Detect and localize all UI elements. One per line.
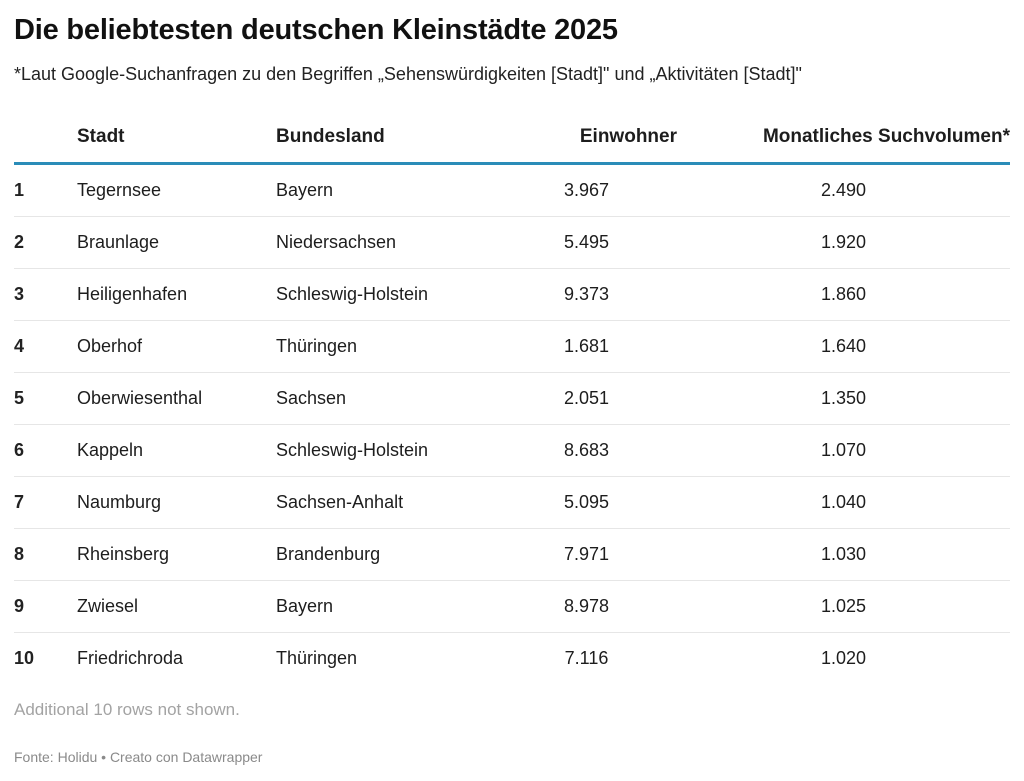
cell-stadt: Braunlage <box>77 216 276 269</box>
column-header-stadt[interactable]: Stadt <box>77 112 276 165</box>
table-row: 10 Friedrichroda Thüringen 7.116 1.020 <box>14 633 1010 685</box>
cell-suchvolumen: 1.350 <box>677 372 1010 425</box>
cell-bundesland: Thüringen <box>276 648 358 668</box>
cell-bundesland: Schleswig-Holstein <box>276 424 496 477</box>
cell-suchvolumen: 1.030 <box>677 528 1010 581</box>
table-row: 8 Rheinsberg Brandenburg 7.971 1.030 <box>14 528 1010 581</box>
cell-rank: 5 <box>14 372 77 425</box>
table-body: 1 Tegernsee Bayern 3.967 2.490 2 Braunlage Nied… <box>14 163 1010 685</box>
cell-rank: 1 <box>14 163 77 217</box>
cell-rank: 8 <box>14 528 77 581</box>
column-header-rank <box>14 112 77 165</box>
table-row: 6 Kappeln Schleswig-Holstein 8.683 1.070 <box>14 424 1010 477</box>
cell-einwohner: 3.967 <box>496 163 677 217</box>
cell-stadt: Tegernsee <box>77 163 276 217</box>
chart-title: Die beliebtesten deutschen Kleinstädte 2… <box>14 14 618 46</box>
cell-stadt: Kappeln <box>77 424 276 477</box>
cell-suchvolumen: 1.860 <box>677 268 1010 321</box>
cell-einwohner: 7.971 <box>496 528 677 581</box>
cell-einwohner: 5.095 <box>496 476 677 529</box>
cell-stadt: Heiligenhafen <box>77 268 276 321</box>
cell-einwohner: 7.116 <box>564 648 609 668</box>
cell-einwohner: 5.495 <box>496 216 677 269</box>
table-row: 4 Oberhof Thüringen 1.681 1.640 <box>14 320 1010 373</box>
cell-stadt: Naumburg <box>77 476 276 529</box>
cell-bundesland: Sachsen <box>276 372 496 425</box>
table-row: 1 Tegernsee Bayern 3.967 2.490 <box>14 163 1010 217</box>
table-row: 7 Naumburg Sachsen-Anhalt 5.095 1.040 <box>14 476 1010 529</box>
column-header-bundesland[interactable]: Bundesland <box>276 112 496 165</box>
cell-stadt: Rheinsberg <box>77 528 276 581</box>
cell-einwohner: 9.373 <box>496 268 677 321</box>
cell-einwohner: 8.683 <box>496 424 677 477</box>
cell-rank: 6 <box>14 424 77 477</box>
source-footer: Fonte: Holidu • Creato con Datawrapper <box>14 749 263 765</box>
cell-rank: 3 <box>14 268 77 321</box>
cell-suchvolumen: 1.920 <box>677 216 1010 269</box>
column-header-einwohner[interactable]: Einwohner <box>496 112 677 165</box>
cell-rank: 10 <box>14 648 35 668</box>
cell-rank: 4 <box>14 320 77 373</box>
column-header-suchvolumen[interactable]: Monatliches Suchvolumen* <box>677 112 1010 165</box>
cell-einwohner: 1.681 <box>496 320 677 373</box>
cell-suchvolumen: 1.640 <box>677 320 1010 373</box>
cell-bundesland: Brandenburg <box>276 528 496 581</box>
rows-hidden-note: Additional 10 rows not shown. <box>14 700 240 719</box>
cell-bundesland: Bayern <box>276 163 496 217</box>
table-row: 9 Zwiesel Bayern 8.978 1.025 <box>14 580 1010 633</box>
table-row: 2 Braunlage Niedersachsen 5.495 1.920 <box>14 216 1010 269</box>
cell-stadt: Oberhof <box>77 320 276 373</box>
cell-bundesland: Thüringen <box>276 320 496 373</box>
table-row: 5 Oberwiesenthal Sachsen 2.051 1.350 <box>14 372 1010 425</box>
cell-suchvolumen: 1.040 <box>677 476 1010 529</box>
table-row: 3 Heiligenhafen Schleswig-Holstein 9.373 1.8… <box>14 268 1010 321</box>
cell-bundesland: Sachsen-Anhalt <box>276 476 496 529</box>
chart-subtitle: *Laut Google-Suchanfragen zu den Begriff… <box>14 64 802 84</box>
cell-suchvolumen: 1.025 <box>677 580 1010 633</box>
cell-rank: 9 <box>14 580 77 633</box>
cell-bundesland: Schleswig-Holstein <box>276 268 496 321</box>
data-table: Stadt Bundesland Einwohner Monatliches S… <box>14 112 1010 684</box>
cell-suchvolumen: 1.070 <box>677 424 1010 477</box>
cell-stadt: Oberwiesenthal <box>77 372 276 425</box>
cell-suchvolumen: 1.020 <box>820 648 867 668</box>
cell-stadt: Friedrichroda <box>77 648 184 668</box>
cell-rank: 2 <box>14 216 77 269</box>
cell-bundesland: Bayern <box>276 580 496 633</box>
cell-suchvolumen: 2.490 <box>677 163 1010 217</box>
cell-einwohner: 8.978 <box>496 580 677 633</box>
cell-einwohner: 2.051 <box>496 372 677 425</box>
table-header-row: Stadt Bundesland Einwohner Monatliches S… <box>14 112 1010 165</box>
cell-stadt: Zwiesel <box>77 580 276 633</box>
cell-rank: 7 <box>14 476 77 529</box>
cell-bundesland: Niedersachsen <box>276 216 496 269</box>
